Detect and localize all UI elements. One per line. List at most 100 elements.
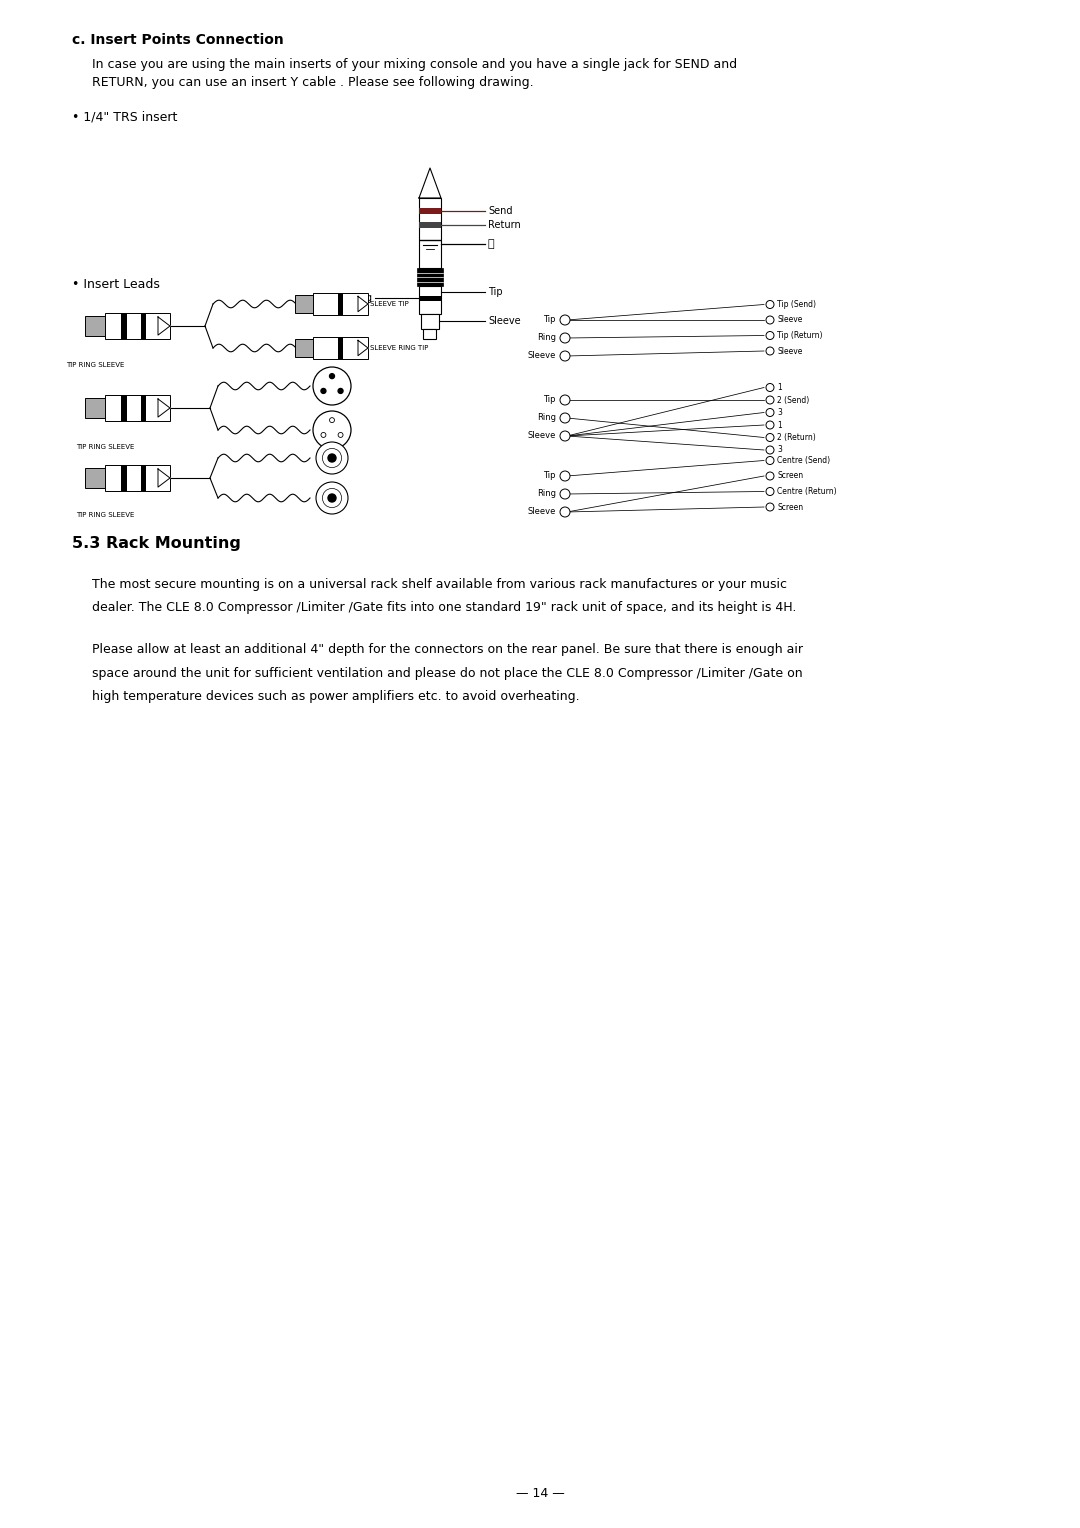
Text: — 14 —: — 14 — [515, 1487, 565, 1500]
Circle shape [328, 454, 336, 461]
Circle shape [766, 316, 774, 324]
Circle shape [561, 333, 570, 342]
Circle shape [561, 507, 570, 516]
Text: Sleeve: Sleeve [488, 316, 521, 327]
Polygon shape [357, 296, 368, 312]
FancyBboxPatch shape [419, 222, 441, 228]
Circle shape [766, 434, 774, 442]
FancyBboxPatch shape [419, 286, 441, 313]
FancyBboxPatch shape [423, 329, 436, 339]
Circle shape [338, 432, 343, 437]
Text: Tip: Tip [488, 287, 502, 296]
Text: 2 (Return): 2 (Return) [777, 432, 815, 442]
Circle shape [561, 351, 570, 361]
FancyBboxPatch shape [140, 313, 146, 339]
Circle shape [338, 388, 343, 393]
Text: Centre (Send): Centre (Send) [777, 455, 831, 465]
Text: 1: 1 [777, 420, 782, 429]
FancyBboxPatch shape [295, 339, 313, 358]
FancyBboxPatch shape [295, 295, 313, 313]
Text: Ring: Ring [537, 333, 556, 342]
Circle shape [561, 315, 570, 325]
Circle shape [766, 347, 774, 354]
Polygon shape [357, 341, 368, 356]
FancyBboxPatch shape [419, 296, 441, 301]
FancyBboxPatch shape [140, 465, 146, 490]
FancyBboxPatch shape [419, 199, 441, 267]
FancyBboxPatch shape [105, 396, 170, 422]
Text: Please allow at least an additional 4" depth for the connectors on the rear pane: Please allow at least an additional 4" d… [92, 643, 804, 656]
Text: Send: Send [488, 206, 513, 215]
Circle shape [321, 432, 326, 437]
Circle shape [561, 489, 570, 500]
Text: dealer. The CLE 8.0 Compressor /Limiter /Gate fits into one standard 19" rack un: dealer. The CLE 8.0 Compressor /Limiter … [92, 602, 796, 614]
Text: ⏚: ⏚ [488, 238, 495, 249]
Text: The most secure mounting is on a universal rack shelf available from various rac: The most secure mounting is on a univers… [92, 578, 787, 591]
Text: Screen: Screen [777, 503, 804, 512]
FancyBboxPatch shape [417, 267, 443, 286]
FancyBboxPatch shape [105, 465, 170, 490]
Text: Sleeve: Sleeve [528, 351, 556, 361]
Text: • Insert Leads: • Insert Leads [72, 278, 160, 290]
Text: Sleeve: Sleeve [528, 431, 556, 440]
Text: Ring: Ring [537, 414, 556, 423]
Polygon shape [158, 469, 170, 487]
Text: 5.3 Rack Mounting: 5.3 Rack Mounting [72, 536, 241, 552]
Polygon shape [158, 316, 170, 335]
Circle shape [313, 411, 351, 449]
Polygon shape [158, 399, 170, 417]
Circle shape [766, 332, 774, 339]
Text: Centre (Return): Centre (Return) [777, 487, 837, 497]
FancyBboxPatch shape [105, 313, 170, 339]
Text: Sleeve: Sleeve [528, 507, 556, 516]
FancyBboxPatch shape [419, 208, 441, 214]
Circle shape [561, 413, 570, 423]
FancyBboxPatch shape [85, 468, 105, 489]
Circle shape [313, 367, 351, 405]
Circle shape [766, 487, 774, 495]
Text: Ring: Ring [350, 293, 372, 303]
Text: Sleeve: Sleeve [777, 347, 802, 356]
Text: Tip (Return): Tip (Return) [777, 332, 823, 341]
Text: • 1/4" TRS insert: • 1/4" TRS insert [72, 110, 177, 122]
Circle shape [766, 408, 774, 417]
Circle shape [766, 384, 774, 391]
Text: 3: 3 [777, 446, 782, 454]
Circle shape [561, 396, 570, 405]
Text: Screen: Screen [777, 472, 804, 480]
Text: Tip (Send): Tip (Send) [777, 299, 816, 309]
Text: SLEEVE RING TIP: SLEEVE RING TIP [370, 345, 429, 351]
FancyBboxPatch shape [313, 293, 368, 315]
Circle shape [561, 431, 570, 442]
Circle shape [766, 457, 774, 465]
Circle shape [766, 422, 774, 429]
Circle shape [766, 301, 774, 309]
Text: 3: 3 [777, 408, 782, 417]
Circle shape [316, 481, 348, 513]
FancyBboxPatch shape [121, 396, 126, 422]
Text: 1: 1 [777, 384, 782, 393]
FancyBboxPatch shape [85, 316, 105, 336]
FancyBboxPatch shape [121, 313, 126, 339]
Circle shape [321, 388, 326, 393]
Text: space around the unit for sufficient ventilation and please do not place the CLE: space around the unit for sufficient ven… [92, 666, 802, 680]
Text: Sleeve: Sleeve [777, 315, 802, 324]
Text: TIP RING SLEEVE: TIP RING SLEEVE [76, 512, 134, 518]
Circle shape [316, 442, 348, 474]
Text: 2 (Send): 2 (Send) [777, 396, 809, 405]
Text: TIP RING SLEEVE: TIP RING SLEEVE [66, 362, 124, 368]
Circle shape [329, 417, 335, 423]
FancyBboxPatch shape [313, 338, 368, 359]
Circle shape [766, 472, 774, 480]
Circle shape [561, 471, 570, 481]
FancyBboxPatch shape [140, 396, 146, 422]
Text: Tip: Tip [543, 396, 556, 405]
Text: Tip: Tip [543, 472, 556, 480]
Text: high temperature devices such as power amplifiers etc. to avoid overheating.: high temperature devices such as power a… [92, 691, 580, 703]
FancyBboxPatch shape [338, 338, 342, 359]
FancyBboxPatch shape [421, 313, 438, 329]
Text: c. Insert Points Connection: c. Insert Points Connection [72, 34, 284, 47]
Text: TIP RING SLEEVE: TIP RING SLEEVE [76, 445, 134, 451]
Circle shape [766, 396, 774, 403]
Text: In case you are using the main inserts of your mixing console and you have a sin: In case you are using the main inserts o… [92, 58, 738, 70]
